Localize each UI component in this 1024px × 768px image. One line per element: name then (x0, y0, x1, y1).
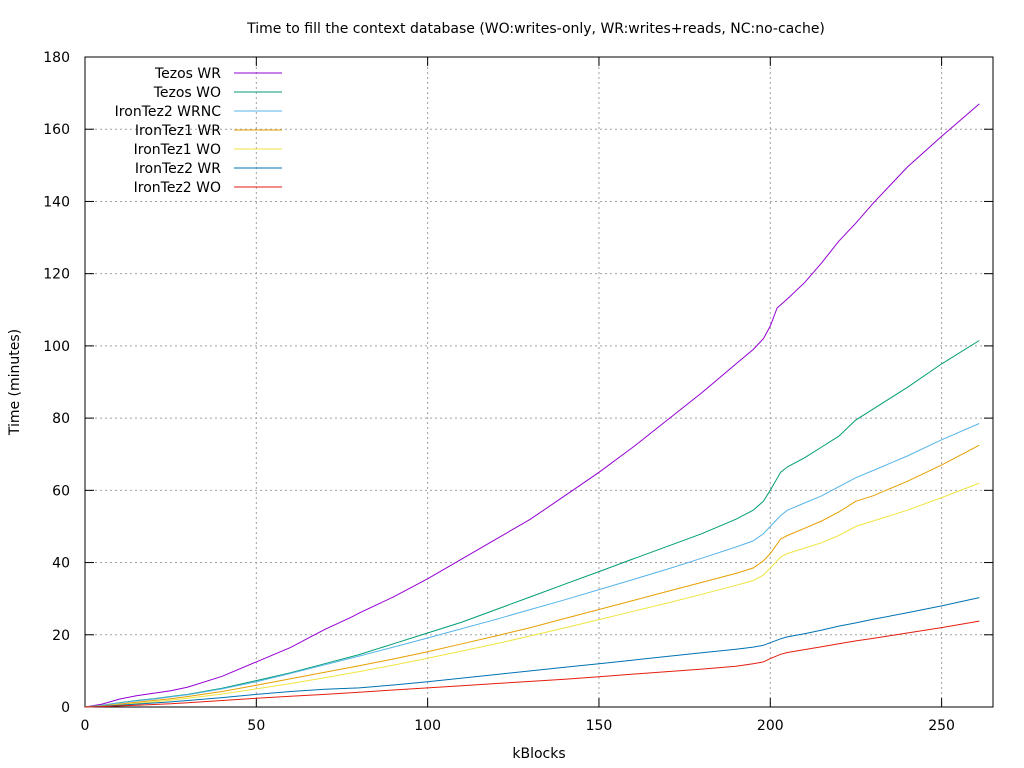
series-line-tezos-wr (84, 103, 980, 708)
y-tick-label: 20 (52, 628, 70, 644)
legend-label: IronTez1 WO (134, 142, 221, 158)
series-line-tezos-wo (84, 340, 980, 708)
legend-label: IronTez2 WR (135, 161, 221, 177)
y-axis-label: Time (minutes) (7, 329, 23, 436)
legend-label: IronTez1 WR (135, 123, 221, 139)
legend: Tezos WR Tezos WO IronTez2 WRNC IronTez1 WR… (115, 66, 282, 196)
x-tick-label: 250 (928, 718, 955, 734)
chart-title: Time to fill the context database (WO:wr… (246, 21, 825, 37)
y-tick-label: 140 (43, 194, 70, 210)
series-line-irontez2-wrnc (84, 423, 980, 708)
series-line-irontez2-wr (84, 597, 980, 708)
legend-label: Tezos WR (154, 66, 221, 82)
x-tick-label: 0 (81, 718, 90, 734)
axis-ticks: 0 20 40 60 80 100 120 140 160 180 0 50 100 150 200 250 (43, 50, 993, 734)
series-lines (84, 103, 980, 708)
y-tick-label: 180 (43, 50, 70, 66)
legend-item-irontez2-wo: IronTez2 WO (134, 180, 282, 196)
series-line-irontez2-wo (84, 620, 980, 708)
y-tick-label: 120 (43, 267, 70, 283)
x-tick-label: 200 (757, 718, 784, 734)
x-tick-label: 150 (586, 718, 613, 734)
legend-label: Tezos WO (153, 85, 221, 101)
x-tick-label: 100 (414, 718, 441, 734)
legend-label: IronTez2 WO (134, 180, 221, 196)
y-tick-label: 80 (52, 411, 70, 427)
series-line-irontez1-wo (84, 482, 980, 708)
y-tick-label: 100 (43, 339, 70, 355)
legend-item-tezos-wo: Tezos WO (153, 85, 282, 101)
legend-item-tezos-wr: Tezos WR (154, 66, 282, 82)
x-tick-label: 50 (247, 718, 265, 734)
y-tick-label: 0 (61, 700, 70, 716)
y-tick-label: 60 (52, 483, 70, 499)
legend-item-irontez1-wr: IronTez1 WR (135, 123, 282, 139)
legend-label: IronTez2 WRNC (115, 104, 222, 120)
legend-item-irontez1-wo: IronTez1 WO (134, 142, 282, 158)
grid (85, 57, 993, 707)
x-axis-label: kBlocks (512, 746, 565, 762)
legend-item-irontez2-wr: IronTez2 WR (135, 161, 282, 177)
y-tick-label: 40 (52, 556, 70, 572)
plot-frame (84, 56, 994, 708)
y-tick-label: 160 (43, 122, 70, 138)
series-line-irontez1-wr (84, 444, 980, 708)
legend-item-irontez2-wrnc: IronTez2 WRNC (115, 104, 282, 120)
